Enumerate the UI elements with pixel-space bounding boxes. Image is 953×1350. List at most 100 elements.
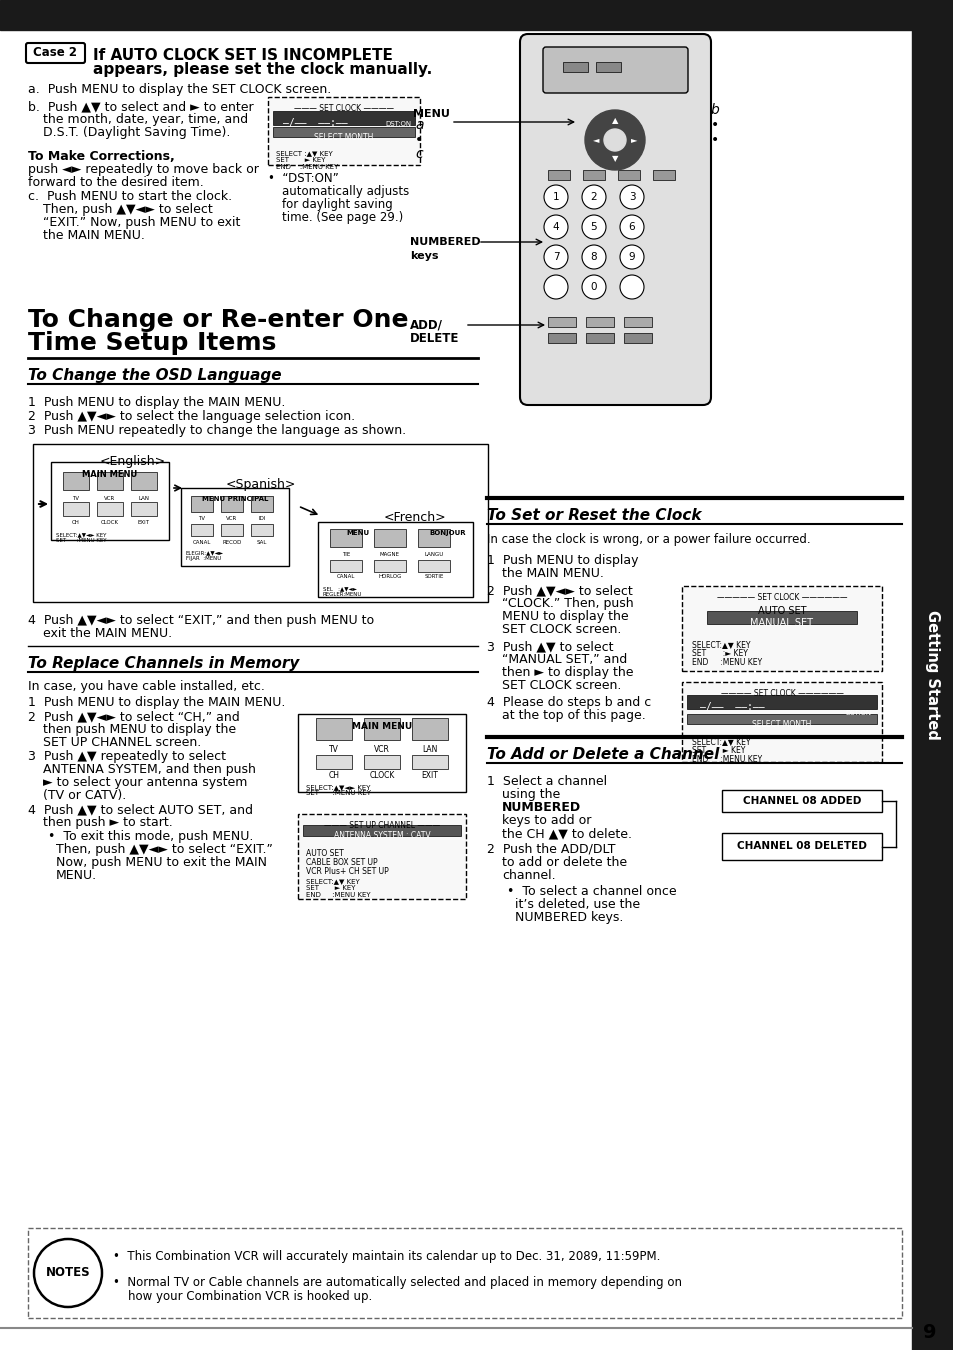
Text: TV: TV xyxy=(329,745,338,755)
Text: 2  Push ▲▼◄► to select the language selection icon.: 2 Push ▲▼◄► to select the language selec… xyxy=(28,410,355,423)
Text: Case 2: Case 2 xyxy=(33,46,77,59)
Text: how your Combination VCR is hooked up.: how your Combination VCR is hooked up. xyxy=(112,1291,372,1303)
Bar xyxy=(63,502,89,516)
Text: Then, push ▲▼◄► to select: Then, push ▲▼◄► to select xyxy=(43,202,213,216)
Text: b: b xyxy=(710,103,719,117)
Bar xyxy=(623,333,651,343)
Text: ——— SET CLOCK ————: ——— SET CLOCK ———— xyxy=(294,104,394,113)
Text: ▲: ▲ xyxy=(611,116,618,126)
Text: END    :MENU KEY: END :MENU KEY xyxy=(275,163,338,170)
Text: SORTIE: SORTIE xyxy=(424,575,443,579)
Bar xyxy=(706,612,856,624)
Bar xyxy=(97,502,123,516)
Bar xyxy=(221,495,243,512)
Text: EXIT: EXIT xyxy=(421,771,438,779)
Text: 9: 9 xyxy=(628,252,635,262)
Text: MAIN MENU: MAIN MENU xyxy=(352,722,412,730)
Text: 4  Push ▲▼ to select AUTO SET, and: 4 Push ▲▼ to select AUTO SET, and xyxy=(28,803,253,815)
Text: ——— SET UP CHANNEL ———: ——— SET UP CHANNEL ——— xyxy=(323,821,439,830)
Text: MENU: MENU xyxy=(346,531,369,536)
Text: —/——  ——:——: —/—— ——:—— xyxy=(283,117,347,128)
Text: CHANNEL 08 ADDED: CHANNEL 08 ADDED xyxy=(742,796,861,806)
Bar xyxy=(181,487,289,566)
Text: SET      :MENU KEY: SET :MENU KEY xyxy=(306,790,371,796)
Text: MAIN MENU: MAIN MENU xyxy=(82,470,137,479)
Text: ► to select your antenna system: ► to select your antenna system xyxy=(43,776,247,788)
Circle shape xyxy=(581,215,605,239)
Text: b.  Push ▲▼ to select and ► to enter: b. Push ▲▼ to select and ► to enter xyxy=(28,100,253,113)
Text: CH: CH xyxy=(72,520,80,525)
Text: SAL: SAL xyxy=(256,540,267,544)
Text: SELECT :▲▼ KEY: SELECT :▲▼ KEY xyxy=(275,150,333,157)
Circle shape xyxy=(543,215,567,239)
Text: SELECT:▲▼◄► KEY: SELECT:▲▼◄► KEY xyxy=(56,532,107,537)
Text: SET       :► KEY: SET :► KEY xyxy=(691,649,747,657)
Text: 4  Push ▲▼◄► to select “EXIT,” and then push MENU to: 4 Push ▲▼◄► to select “EXIT,” and then p… xyxy=(28,614,374,626)
Text: TV: TV xyxy=(72,497,79,501)
Text: LANGU: LANGU xyxy=(424,552,443,558)
Text: HORLOG: HORLOG xyxy=(378,575,401,579)
Text: REGLER:MENU: REGLER:MENU xyxy=(323,593,362,597)
Text: RECOD: RECOD xyxy=(222,540,241,544)
Bar xyxy=(297,714,465,792)
Text: SELECT MONTH: SELECT MONTH xyxy=(314,134,374,142)
Text: D.S.T. (Daylight Saving Time).: D.S.T. (Daylight Saving Time). xyxy=(43,126,230,139)
Text: IDI: IDI xyxy=(258,517,266,521)
FancyBboxPatch shape xyxy=(26,43,85,63)
Text: <French>: <French> xyxy=(383,512,446,524)
Text: To Change or Re-enter One: To Change or Re-enter One xyxy=(28,308,408,332)
Text: ►: ► xyxy=(630,135,637,144)
Text: In case, you have cable installed, etc.: In case, you have cable installed, etc. xyxy=(28,680,265,693)
Circle shape xyxy=(581,185,605,209)
Bar xyxy=(547,317,576,327)
Text: •  Normal TV or Cable channels are automatically selected and placed in memory d: • Normal TV or Cable channels are automa… xyxy=(112,1276,681,1289)
Text: VCR: VCR xyxy=(374,745,390,755)
Text: TV: TV xyxy=(198,517,205,521)
Bar xyxy=(681,586,882,671)
Text: END     :MENU KEY: END :MENU KEY xyxy=(691,755,761,764)
Bar xyxy=(191,524,213,536)
Text: channel.: channel. xyxy=(501,869,555,882)
Text: 3: 3 xyxy=(628,192,635,202)
Text: VCR: VCR xyxy=(104,497,115,501)
Circle shape xyxy=(619,215,643,239)
Text: CHANNEL 08 DELETED: CHANNEL 08 DELETED xyxy=(737,841,866,850)
Text: <English>: <English> xyxy=(100,455,166,468)
Text: AUTO SET: AUTO SET xyxy=(757,606,805,616)
Text: 8: 8 xyxy=(590,252,597,262)
Text: •: • xyxy=(710,117,719,132)
Text: 3  Push ▲▼ repeatedly to select: 3 Push ▲▼ repeatedly to select xyxy=(28,751,226,763)
Circle shape xyxy=(543,185,567,209)
Text: 2  Push ▲▼◄► to select: 2 Push ▲▼◄► to select xyxy=(486,585,632,597)
Text: —/——  ——:——: —/—— ——:—— xyxy=(700,702,763,711)
Text: SELECT:▲▼ KEY: SELECT:▲▼ KEY xyxy=(691,737,750,747)
Text: SELECT:▲▼◄► KEY: SELECT:▲▼◄► KEY xyxy=(306,784,370,790)
Bar xyxy=(268,97,419,165)
Text: NUMBERED: NUMBERED xyxy=(410,238,480,247)
Text: 6: 6 xyxy=(628,221,635,232)
Bar xyxy=(315,755,352,770)
Bar xyxy=(131,502,157,516)
Text: keys to add or: keys to add or xyxy=(501,814,591,828)
Text: exit the MAIN MENU.: exit the MAIN MENU. xyxy=(43,626,172,640)
Text: To Change the OSD Language: To Change the OSD Language xyxy=(28,369,281,383)
Text: the MAIN MENU.: the MAIN MENU. xyxy=(43,230,145,242)
Bar xyxy=(364,755,399,770)
Text: SET       ► KEY: SET ► KEY xyxy=(306,886,355,891)
Text: CLOCK: CLOCK xyxy=(101,520,119,525)
Text: ———— SET CLOCK ——————: ———— SET CLOCK —————— xyxy=(720,688,842,698)
Text: ————— SET CLOCK ——————: ————— SET CLOCK —————— xyxy=(716,593,846,602)
Text: BONJOUR: BONJOUR xyxy=(429,531,466,536)
Text: NUMBERED keys.: NUMBERED keys. xyxy=(515,911,622,923)
Text: appears, please set the clock manually.: appears, please set the clock manually. xyxy=(92,62,432,77)
Text: SEL   :▲▼◄►: SEL :▲▼◄► xyxy=(323,586,356,591)
Bar xyxy=(681,682,882,761)
Text: FIJAR  :MENU: FIJAR :MENU xyxy=(186,556,221,562)
Text: 9: 9 xyxy=(923,1323,936,1342)
Text: a.  Push MENU to display the SET CLOCK screen.: a. Push MENU to display the SET CLOCK sc… xyxy=(28,82,331,96)
Bar xyxy=(618,170,639,180)
Text: 2  Push the ADD/DLT: 2 Push the ADD/DLT xyxy=(486,842,615,856)
Text: forward to the desired item.: forward to the desired item. xyxy=(28,176,204,189)
Text: CANAL: CANAL xyxy=(193,540,211,544)
Text: at the top of this page.: at the top of this page. xyxy=(501,709,645,722)
